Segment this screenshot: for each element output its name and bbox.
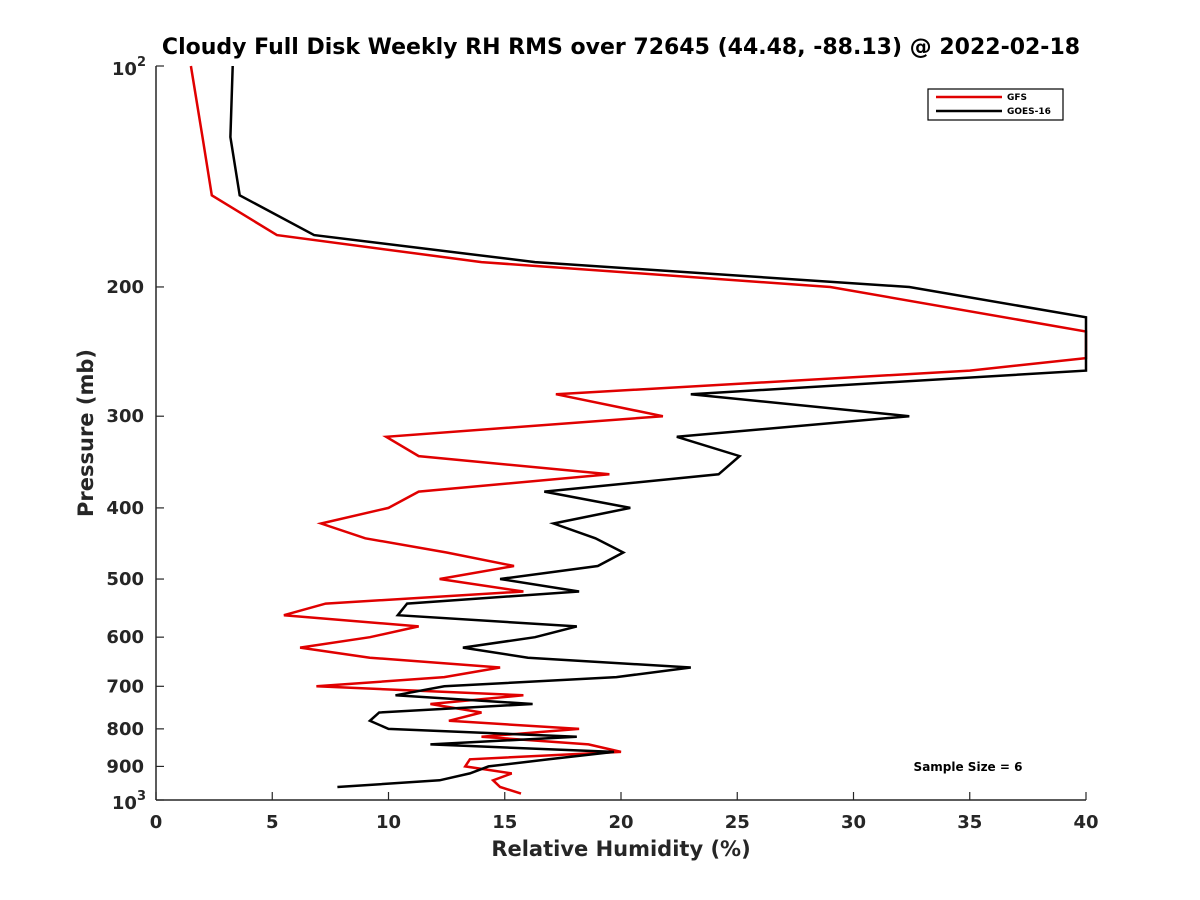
chart-title: Cloudy Full Disk Weekly RH RMS over 7264… xyxy=(162,35,1080,60)
series-layer xyxy=(189,65,1088,795)
x-tick-label: 25 xyxy=(725,812,750,833)
y-tick-label: 103 xyxy=(112,789,146,814)
legend-label-goes16: GOES-16 xyxy=(1007,107,1051,117)
y-tick-label: 400 xyxy=(106,498,144,519)
series-line-gfs xyxy=(189,65,1088,795)
x-tick-label: 5 xyxy=(266,812,279,833)
sample-size-annotation: Sample Size = 6 xyxy=(914,760,1023,774)
x-axis-label: Relative Humidity (%) xyxy=(491,837,750,861)
x-tick-label: 20 xyxy=(608,812,633,833)
x-tick-label: 30 xyxy=(841,812,866,833)
y-tick-label: 900 xyxy=(106,756,144,777)
legend-box xyxy=(927,88,1064,121)
x-tick-label: 0 xyxy=(150,812,163,833)
x-tick-label: 35 xyxy=(957,812,982,833)
y-axis-label: Pressure (mb) xyxy=(74,349,98,517)
y-tick-label: 500 xyxy=(106,569,144,590)
x-axis-ticks: 0 5 10 15 20 25 30 35 40 xyxy=(150,792,1099,833)
y-tick-label: 200 xyxy=(106,277,144,298)
x-tick-label: 10 xyxy=(376,812,401,833)
legend: GFS GOES-16 xyxy=(927,88,1064,121)
y-tick-label: 300 xyxy=(106,406,144,427)
x-tick-label: 40 xyxy=(1073,812,1098,833)
y-tick-label: 600 xyxy=(106,627,144,648)
x-tick-label: 15 xyxy=(492,812,517,833)
y-tick-label: 700 xyxy=(106,676,144,697)
legend-label-gfs: GFS xyxy=(1007,93,1027,103)
series-line-goes16 xyxy=(229,65,1088,789)
y-tick-label: 800 xyxy=(106,719,144,740)
y-tick-label: 102 xyxy=(112,55,146,80)
y-axis-ticks: 102 200 300 400 500 600 700 800 900 103 xyxy=(106,55,164,814)
